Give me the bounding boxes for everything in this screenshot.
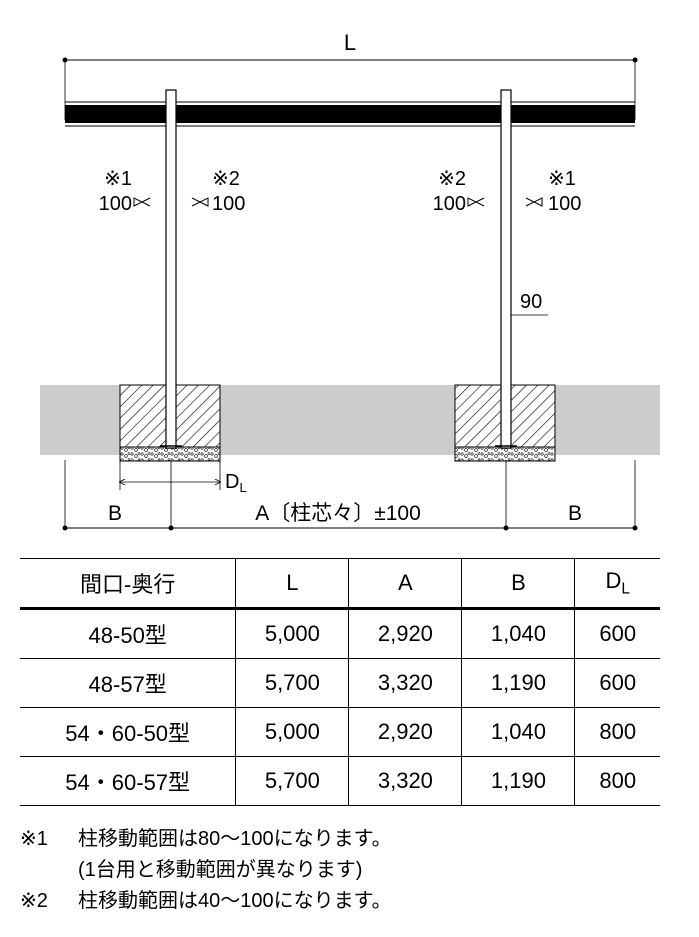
note1-text: 柱移動範囲は80〜100になります。 [78, 824, 392, 855]
note1-tag: ※1 [20, 824, 78, 855]
label-DL-sub: L [239, 480, 246, 495]
ref-right-out: ※1 [548, 168, 576, 190]
table-row: 54・60-50型 5,000 2,920 1,040 800 [20, 708, 660, 757]
label-DL: D [225, 471, 239, 493]
structure-diagram: L ※1 100 ※2 100 ※2 100 ※1 100 [20, 20, 680, 540]
note1-text2: (1台用と移動範囲が異なります) [78, 855, 362, 886]
table-row: 54・60-57型 5,700 3,320 1,190 800 [20, 757, 660, 806]
spec-table: 間口-奥行 L A B DL 48-50型 5,000 2,920 1,040 … [20, 558, 660, 806]
col-B: B [462, 559, 575, 609]
roof-bar [65, 105, 635, 123]
label-B-left: B [108, 502, 122, 525]
footnotes: ※1 柱移動範囲は80〜100になります。 (1台用と移動範囲が異なります) ※… [20, 824, 679, 917]
label-A: A〔柱芯々〕±100 [255, 502, 421, 525]
col-L: L [236, 559, 349, 609]
col-DL: DL [575, 559, 660, 609]
ref-left-out: ※1 [104, 168, 132, 190]
note2-tag: ※2 [20, 886, 78, 917]
note2-text: 柱移動範囲は40〜100になります。 [78, 886, 392, 917]
col-A: A [349, 559, 462, 609]
ref-right-in: ※2 [438, 168, 466, 190]
dim-DL: DL [120, 461, 247, 495]
col-model: 間口-奥行 [20, 559, 236, 609]
label-B-right: B [568, 502, 582, 525]
val-left-in: 100 [212, 193, 245, 215]
table-row: 48-57型 5,700 3,320 1,190 600 [20, 659, 660, 708]
ref-left-in: ※2 [212, 168, 240, 190]
bottom-dims: B A〔柱芯々〕±100 B [65, 460, 635, 531]
label-90: 90 [520, 291, 542, 313]
val-left-out: 100 [99, 193, 132, 215]
pillar-left [166, 90, 176, 448]
label-L: L [344, 30, 356, 55]
svg-text:DL: DL [225, 471, 247, 495]
pillar-right [501, 90, 511, 448]
val-right-in: 100 [433, 193, 466, 215]
table-row: 48-50型 5,000 2,920 1,040 600 [20, 609, 660, 659]
val-right-out: 100 [548, 193, 581, 215]
